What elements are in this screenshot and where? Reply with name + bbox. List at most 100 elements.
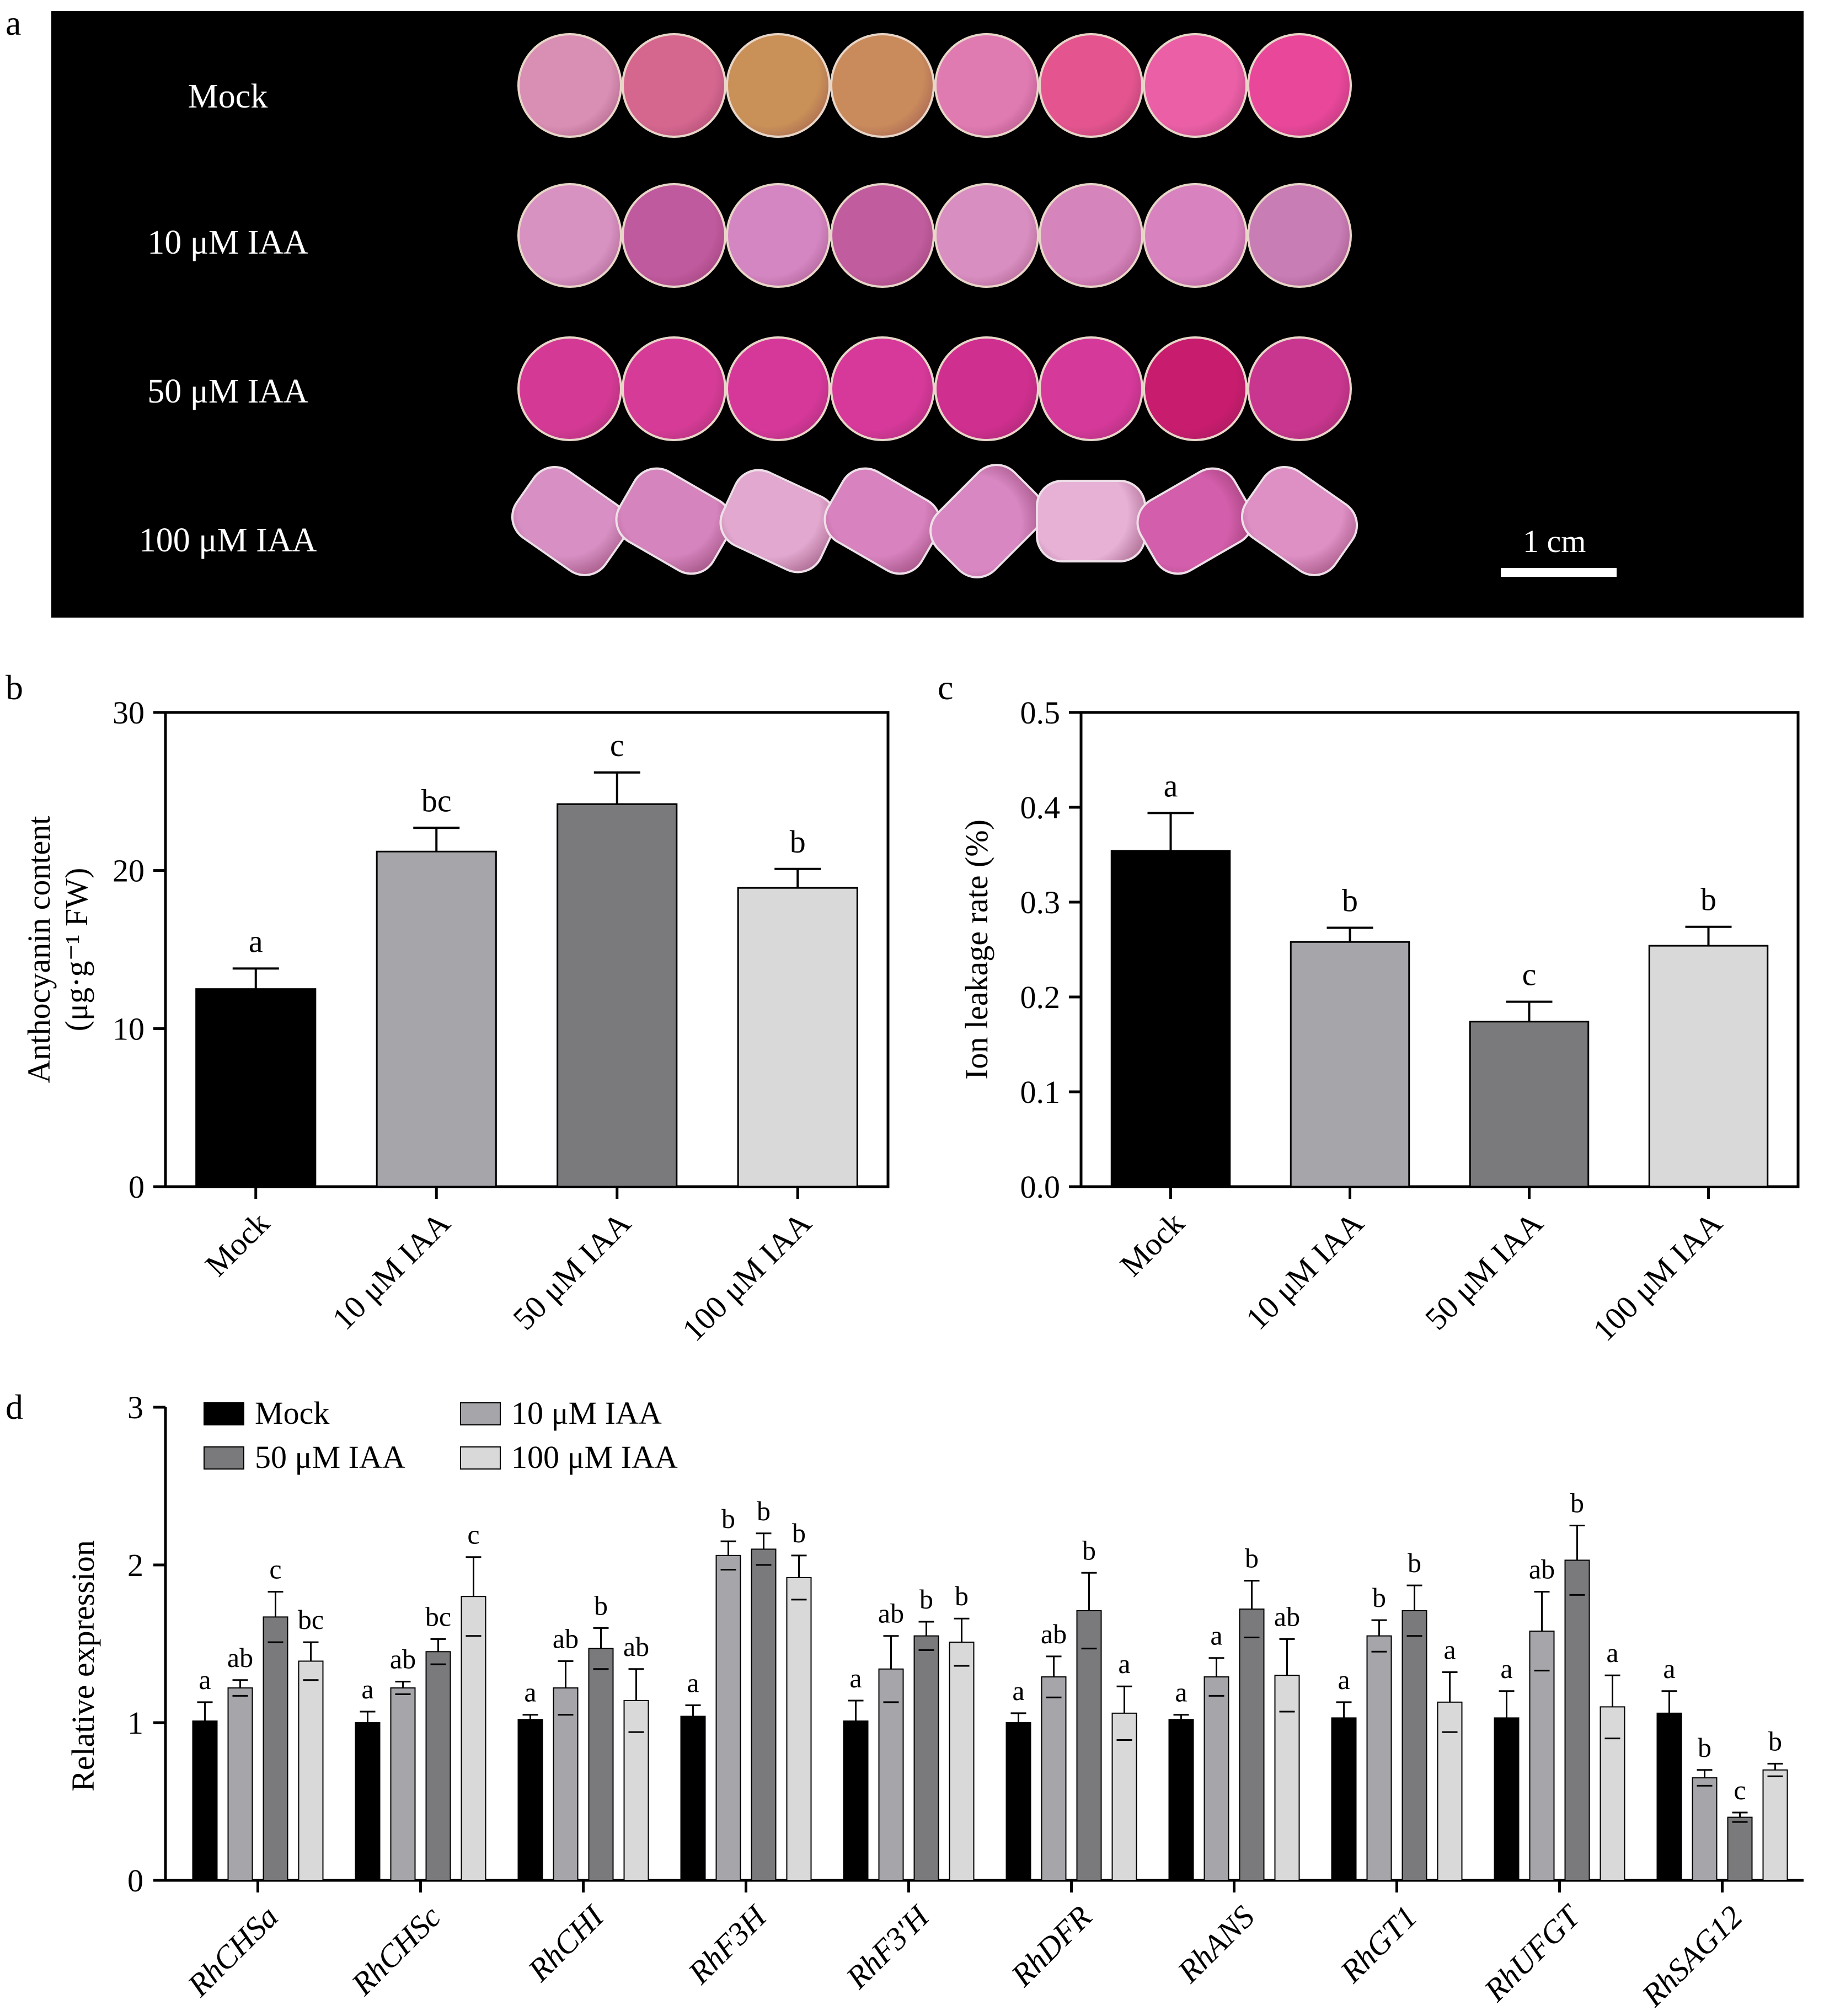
bar [390, 1687, 416, 1881]
legend-label: Mock [255, 1395, 329, 1431]
bar [737, 887, 858, 1188]
bar [680, 1715, 706, 1881]
gene-label: RhF3H [681, 1897, 774, 1991]
x-tick-label: Mock [1113, 1205, 1191, 1283]
petal-disc [1039, 336, 1143, 441]
petal-disc [517, 33, 622, 138]
bar [517, 1719, 543, 1881]
x-tick-label: 50 μM IAA [1418, 1205, 1550, 1337]
x-tick-label: 10 μM IAA [325, 1205, 457, 1337]
bar [1656, 1712, 1682, 1881]
bar [1366, 1635, 1392, 1881]
petal-disc [1143, 33, 1248, 138]
photo-row-label-100: 100 μM IAA [138, 522, 317, 559]
legend-label: 10 μM IAA [511, 1395, 662, 1431]
significance-letter: c [269, 1554, 281, 1585]
y-tick-label: 3 [127, 1390, 143, 1425]
petal-disc [726, 183, 831, 288]
significance-letter: b [790, 824, 806, 860]
bar [553, 1687, 579, 1881]
significance-letter: a [849, 1663, 862, 1693]
significance-letter: a [361, 1674, 373, 1704]
bar [1692, 1777, 1718, 1881]
y-axis-label: Relative expression [65, 1540, 101, 1792]
significance-letter: c [610, 727, 624, 763]
significance-letter: bc [425, 1601, 451, 1632]
significance-letter: a [199, 1664, 211, 1695]
significance-letter: b [594, 1590, 608, 1621]
significance-letter: ab [878, 1598, 904, 1629]
bar [1494, 1717, 1520, 1881]
photo-row-label-50: 50 μM IAA [147, 373, 308, 410]
gene-label: RhGT1 [1333, 1899, 1424, 1990]
y-tick-label: 2 [127, 1547, 143, 1583]
petal-disc [1247, 33, 1352, 138]
significance-letter: a [1500, 1653, 1512, 1684]
bar [949, 1642, 975, 1881]
significance-letter: c [1522, 957, 1537, 993]
legend-label: 50 μM IAA [255, 1439, 405, 1475]
y-tick-label: 10 [113, 1011, 145, 1047]
y-tick-label: 0.1 [1020, 1074, 1061, 1110]
petal-disc [830, 33, 935, 138]
bar [425, 1651, 451, 1881]
y-tick-label: 20 [113, 853, 145, 889]
significance-letter: b [792, 1518, 806, 1548]
petal-disc [622, 183, 726, 288]
bar [1005, 1722, 1031, 1881]
y-tick-label: 30 [113, 695, 145, 731]
y-tick-label: 0.3 [1020, 884, 1061, 920]
bar [298, 1660, 324, 1881]
x-tick-label: 50 μM IAA [506, 1205, 638, 1337]
petal-disc [830, 336, 935, 441]
bar [355, 1722, 381, 1881]
bar [227, 1687, 253, 1881]
petal-curled [918, 453, 1055, 589]
petal-disc [1247, 336, 1352, 441]
y-tick-label: 0 [129, 1169, 145, 1205]
ion-leakage-chart: 0.0 0.1 0.2 0.3 0.4 0.5 Ion leakage rate (%) a M… [959, 695, 1800, 1348]
bar [461, 1596, 486, 1881]
x-tick-label: 100 μM IAA [675, 1205, 818, 1348]
petal-disc [1247, 183, 1352, 288]
significance-letter: a [249, 923, 263, 959]
bar [1402, 1610, 1427, 1881]
bar [263, 1616, 288, 1881]
bar [1274, 1675, 1300, 1881]
legend-swatch [204, 1402, 244, 1425]
y-axis-label: Anthocyanin content [21, 816, 57, 1084]
petal-disc [934, 336, 1039, 441]
bar [1600, 1706, 1625, 1881]
panel-label-c: c [938, 668, 954, 707]
bar [751, 1548, 777, 1881]
legend-swatch [460, 1446, 501, 1470]
petal-disc [934, 183, 1039, 288]
bar [588, 1648, 614, 1881]
bar [1727, 1816, 1753, 1881]
bar [843, 1720, 869, 1881]
gene-label: RhUFGT [1477, 1897, 1588, 2009]
bar [1469, 1021, 1590, 1188]
bar [557, 803, 678, 1188]
bar [623, 1699, 649, 1881]
petal-disc [517, 183, 622, 288]
petal-disc [1143, 183, 1248, 288]
gene-label: RhCHSa [180, 1899, 285, 2003]
legend-swatch [460, 1402, 501, 1425]
significance-letter: ab [623, 1631, 649, 1662]
significance-letter: a [1443, 1634, 1456, 1665]
bar [1648, 945, 1769, 1188]
panel-label-a: a [6, 3, 22, 42]
bar [1529, 1631, 1555, 1881]
panel-label-b: b [6, 668, 23, 707]
bar [1110, 850, 1231, 1188]
legend-label: 100 μM IAA [511, 1439, 678, 1475]
bar [786, 1577, 812, 1881]
significance-letter: a [524, 1677, 536, 1708]
significance-letter: b [1768, 1725, 1782, 1756]
bar [1290, 941, 1410, 1188]
significance-letter: b [757, 1495, 771, 1526]
significance-letter: b [1342, 882, 1358, 918]
significance-letter: ab [390, 1644, 416, 1675]
